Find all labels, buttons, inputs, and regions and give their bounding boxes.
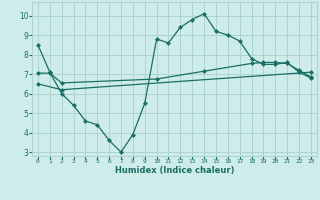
X-axis label: Humidex (Indice chaleur): Humidex (Indice chaleur) <box>115 166 234 175</box>
